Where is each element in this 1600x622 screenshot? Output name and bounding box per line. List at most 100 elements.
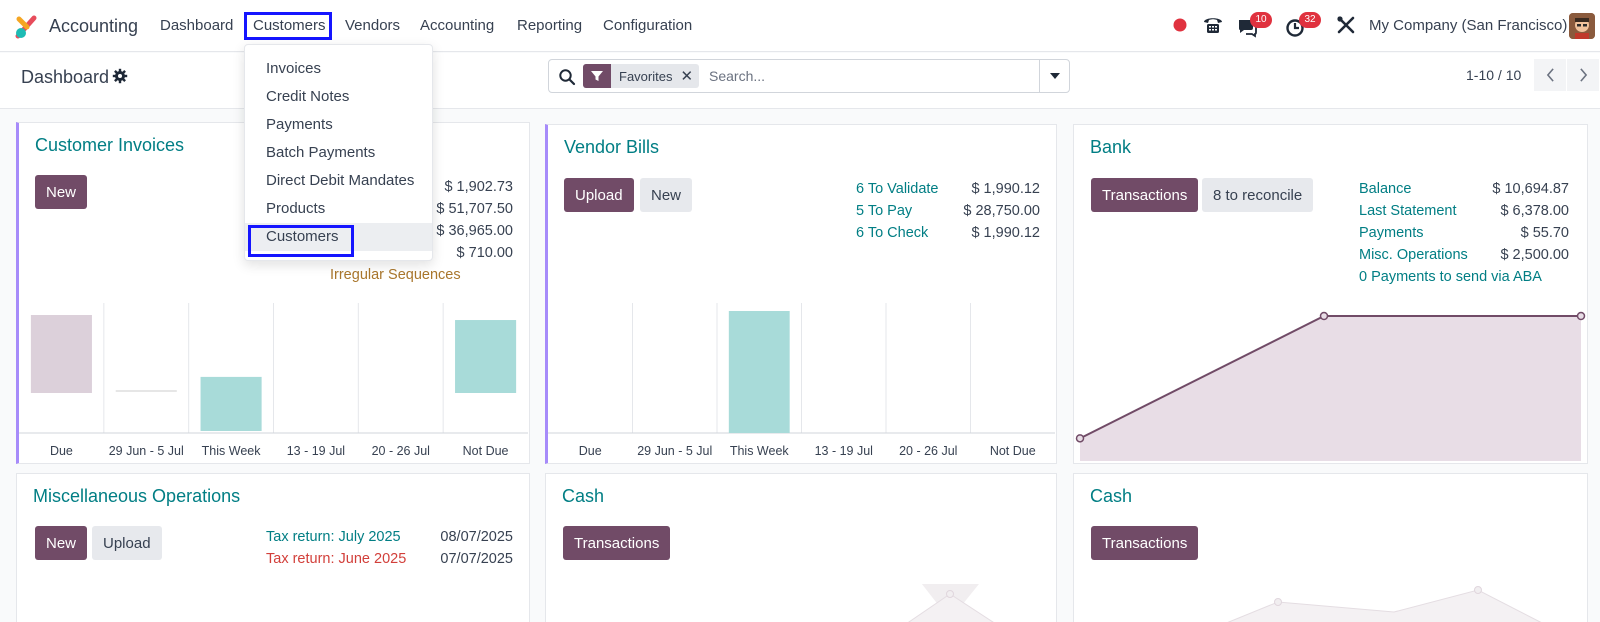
bills-bar[interactable] (728, 311, 790, 433)
app-name: Accounting (49, 16, 139, 36)
irregular-sequences-link[interactable]: Irregular Sequences (330, 267, 461, 283)
card-title[interactable]: Cash (562, 486, 605, 506)
top-navbar: Accounting Dashboard Customers Vendors A… (0, 0, 1600, 52)
pager-next-button[interactable] (1567, 59, 1599, 91)
menu-item-products[interactable]: Products (266, 200, 326, 217)
favorites-facet: Favorites ✕ (583, 64, 700, 88)
pager-value[interactable]: 1-10 / 10 (1466, 67, 1522, 83)
payments-link[interactable]: Payments (1359, 225, 1424, 241)
invoice-amount-4[interactable]: $ 710.00 (456, 245, 513, 261)
card-title[interactable]: Vendor Bills (564, 137, 660, 157)
invoice-amount-1[interactable]: $ 1,902.73 (444, 179, 513, 195)
vendor-bills-bar-chart: Due 29 Jun - 5 Jul This Week 13 - 19 Jul 20 … (548, 303, 1055, 458)
invoices-tick-label: This Week (202, 444, 262, 458)
customer-invoices-bar-chart: Due 29 Jun - 5 Jul This Week 13 - 19 Jul 20 … (19, 303, 528, 458)
search-options-toggle[interactable] (1039, 60, 1069, 92)
card-title[interactable]: Customer Invoices (35, 135, 185, 155)
card-title[interactable]: Miscellaneous Operations (33, 486, 241, 506)
menu-customers[interactable]: Customers (253, 17, 326, 34)
phone-icon[interactable] (1202, 14, 1224, 36)
invoices-bar[interactable] (30, 315, 92, 393)
messages-badge: 10 (1250, 12, 1272, 28)
tax-return-july-link[interactable]: Tax return: July 2025 (266, 529, 401, 545)
company-switcher[interactable]: My Company (San Francisco) (1369, 17, 1568, 34)
to-pay-link[interactable]: 5 To Pay (856, 203, 913, 219)
facet-remove-icon[interactable]: ✕ (680, 68, 694, 85)
invoices-bar[interactable] (455, 320, 517, 393)
balance-link[interactable]: Balance (1359, 181, 1412, 197)
tax-return-june-link[interactable]: Tax return: June 2025 (266, 551, 407, 567)
reconcile-button[interactable]: 8 to reconcile (1202, 178, 1314, 212)
bank-balance-point[interactable] (1075, 434, 1085, 443)
menu-dashboard[interactable]: Dashboard (160, 17, 234, 34)
menu-item-invoices[interactable]: Invoices (266, 60, 322, 77)
to-validate-link[interactable]: 6 To Validate (856, 181, 939, 197)
aba-payments-link[interactable]: 0 Payments to send via ABA (1359, 269, 1542, 285)
menu-reporting[interactable]: Reporting (517, 17, 583, 34)
bank-transactions-button[interactable]: Transactions (1091, 178, 1199, 212)
upload-bill-button[interactable]: Upload (564, 178, 634, 212)
misc-operations-link[interactable]: Misc. Operations (1359, 247, 1468, 263)
search-input[interactable] (709, 64, 1029, 88)
to-pay-amount[interactable]: $ 28,750.00 (963, 203, 1040, 219)
pager-previous-button[interactable] (1534, 59, 1566, 91)
page-title: Dashboard (21, 67, 110, 87)
invoices-tick-label: 29 Jun - 5 Jul (109, 444, 184, 458)
invoices-tick-label: Not Due (463, 444, 509, 458)
menu-item-batch-payments[interactable]: Batch Payments (266, 144, 376, 161)
search-bar: Favorites ✕ (548, 59, 1070, 93)
payments-amount: $ 55.70 (1520, 225, 1569, 241)
cash-chart-peek-1 (908, 584, 994, 622)
invoices-tick-label: Due (50, 444, 73, 458)
customer-invoices-chart: Due 29 Jun - 5 Jul This Week 13 - 19 Jul 20 … (19, 303, 528, 463)
activities-clock-icon[interactable] (1285, 17, 1307, 39)
balance-amount: $ 10,694.87 (1492, 181, 1569, 197)
menu-item-credit-notes[interactable]: Credit Notes (266, 88, 350, 105)
facet-label: Favorites (619, 68, 673, 84)
user-avatar[interactable] (1569, 13, 1595, 39)
bills-tick-label: Not Due (990, 444, 1036, 458)
to-validate-amount[interactable]: $ 1,990.12 (971, 181, 1040, 197)
invoices-tick-label: 13 - 19 Jul (287, 444, 345, 458)
menu-configuration[interactable]: Configuration (603, 17, 693, 34)
new-invoice-button[interactable]: New (35, 175, 88, 209)
cash-transactions-button-2[interactable]: Transactions (1091, 526, 1199, 560)
accounting-app-logo[interactable] (14, 14, 40, 40)
bank-balance-point[interactable] (1319, 311, 1329, 321)
cash-transactions-button-1[interactable]: Transactions (563, 526, 671, 560)
card-title[interactable]: Bank (1090, 137, 1132, 157)
recording-dot-icon[interactable] (1171, 16, 1189, 34)
to-check-link[interactable]: 6 To Check (856, 225, 929, 241)
bank-area-fill (1080, 316, 1581, 461)
bank-balance-point[interactable] (1576, 311, 1586, 321)
bank-card: Bank Transactions 8 to reconcile Balance… (1073, 124, 1588, 464)
caret-down-icon (1049, 73, 1060, 79)
card-title[interactable]: Cash (1090, 486, 1133, 506)
invoice-amount-3[interactable]: $ 36,965.00 (436, 223, 513, 239)
menu-item-direct-debit-mandates[interactable]: Direct Debit Mandates (266, 172, 415, 189)
new-bill-button[interactable]: New (640, 178, 693, 212)
search-icon[interactable] (558, 68, 576, 86)
upload-misc-button[interactable]: Upload (92, 526, 162, 560)
chevron-right-icon (1579, 68, 1587, 82)
menu-item-payments[interactable]: Payments (266, 116, 333, 133)
new-misc-button[interactable]: New (35, 526, 88, 560)
activities-badge: 32 (1299, 12, 1321, 28)
invoice-amount-2[interactable]: $ 51,707.50 (436, 201, 513, 217)
gear-icon[interactable] (112, 68, 128, 84)
invoices-bar[interactable] (200, 376, 262, 431)
control-panel: Dashboard Favorites ✕ 1-10 / 10 (0, 53, 1600, 109)
to-check-amount[interactable]: $ 1,990.12 (971, 225, 1040, 241)
menu-vendors[interactable]: Vendors (345, 17, 401, 34)
last-statement-link[interactable]: Last Statement (1359, 203, 1457, 219)
chevron-left-icon (1546, 68, 1554, 82)
customers-dropdown-menu: Invoices Credit Notes Payments Batch Pay… (244, 44, 433, 261)
last-statement-amount: $ 6,378.00 (1500, 203, 1569, 219)
tax-return-july-date: 08/07/2025 (440, 529, 513, 545)
bills-tick-label: 13 - 19 Jul (815, 444, 873, 458)
cash-chart-peek-2 (1227, 586, 1542, 622)
debug-tools-icon[interactable] (1336, 15, 1356, 35)
menu-customers-highlight (244, 12, 332, 40)
invoices-tick-label: 20 - 26 Jul (372, 444, 430, 458)
menu-accounting[interactable]: Accounting (420, 17, 495, 34)
